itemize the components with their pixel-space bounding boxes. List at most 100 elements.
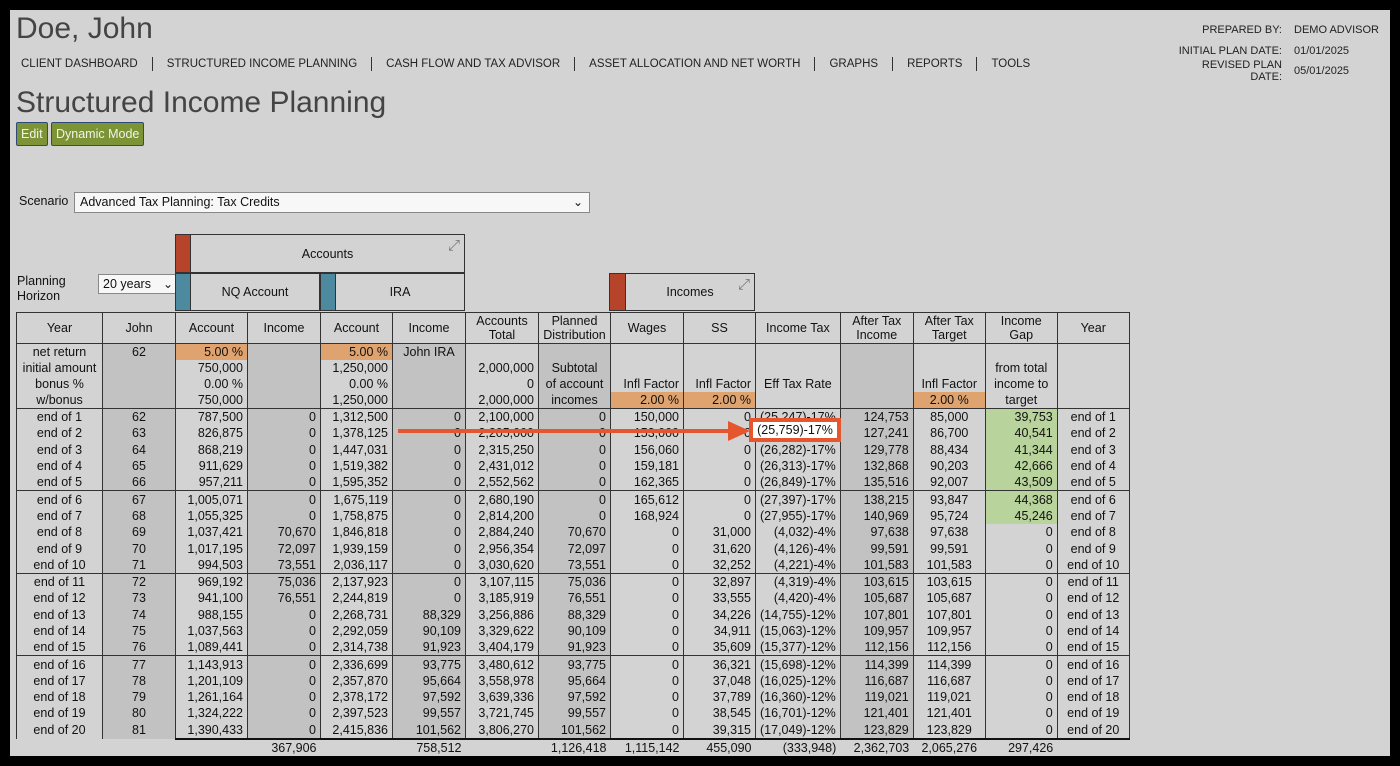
cell-income-tax: (15,698)-12% — [755, 655, 841, 673]
cell-year: end of 13 — [16, 606, 103, 623]
cell-ira-income: 0 — [392, 572, 466, 591]
cell-wages: 0 — [610, 639, 684, 656]
param-cell-ira-account: 0.00 % — [320, 376, 393, 392]
cell-income-tax: (16,701)-12% — [755, 705, 841, 722]
scenario-select[interactable]: Advanced Tax Planning: Tax Credits ⌄ — [74, 192, 590, 213]
horizon-label-line1: Planning — [17, 274, 66, 288]
compress-icon[interactable]: ⤢ — [447, 237, 460, 254]
cell-income-tax: (4,420)-4% — [755, 590, 841, 607]
nav-tools[interactable]: TOOLS — [991, 58, 1031, 70]
cell-ira-account: 2,415,836 — [320, 721, 393, 739]
cell-john: 65 — [102, 457, 176, 475]
nq-account-header: NQ Account — [190, 273, 320, 311]
column-header-planned-distribution: Planned Distribution — [538, 312, 611, 344]
cell-year-right: end of 15 — [1056, 639, 1130, 656]
ira-color-swatch — [320, 273, 336, 311]
cell-john: 80 — [102, 705, 176, 722]
nav-reports[interactable]: REPORTS — [907, 58, 963, 70]
cell-nq-income: 0 — [247, 474, 321, 491]
nav-graphs[interactable]: GRAPHS — [829, 58, 879, 70]
horizon-label-line2: Horizon — [17, 288, 61, 303]
cell-after-tax-target: 90,203 — [912, 457, 986, 475]
cell-ss: 0 — [683, 507, 756, 525]
cell-nq-income: 0 — [247, 408, 321, 426]
nav-cash-flow-tax-advisor[interactable]: CASH FLOW AND TAX ADVISOR — [386, 58, 561, 70]
cell-john: 71 — [102, 556, 176, 574]
cell-ira-income: 0 — [392, 474, 466, 491]
param-cell-after-tax-income — [839, 392, 914, 409]
cell-income-gap: 0 — [984, 639, 1058, 656]
table-row: end of 14 75 1,037,563 0 2,292,059 90,109 3,32… — [16, 622, 1130, 640]
cell-nq-income: 0 — [247, 441, 321, 458]
table-row: end of 11 72 969,192 75,036 2,137,923 0 3,107,… — [16, 572, 1130, 591]
param-row: initial amount 750,000 1,250,000 2,000,000 S… — [16, 360, 1130, 376]
nav-client-dashboard[interactable]: CLIENT DASHBOARD — [21, 58, 138, 70]
total-after-tax-income: 2,362,703 — [840, 737, 914, 756]
chevron-down-icon: ⌄ — [162, 277, 173, 291]
revised-plan-date-label: REVISED PLAN DATE: — [1201, 59, 1282, 84]
cell-accounts-total: 2,100,000 — [465, 408, 539, 426]
param-cell-nq-income — [247, 360, 321, 376]
cell-ss: 35,609 — [683, 639, 756, 656]
cell-year: end of 2 — [16, 425, 103, 442]
cell-wages: 0 — [610, 572, 684, 591]
cell-nq-income: 0 — [247, 672, 321, 690]
param-cell-accounts-total: 0 — [465, 376, 539, 392]
cell-income-gap: 40,541 — [984, 425, 1058, 442]
cell-income-gap: 0 — [984, 689, 1058, 706]
cell-planned-distribution: 0 — [538, 457, 611, 475]
scenario-value: Advanced Tax Planning: Tax Credits — [80, 195, 280, 209]
total-after-tax-target: 2,065,276 — [913, 737, 986, 756]
client-name: Doe, John — [16, 12, 153, 45]
cell-year-right: end of 9 — [1056, 540, 1130, 557]
planning-horizon-select[interactable]: 20 years ⌄ — [98, 274, 179, 294]
nav-structured-income-planning[interactable]: STRUCTURED INCOME PLANNING — [166, 58, 358, 70]
cell-ira-income: 0 — [392, 408, 466, 426]
cell-income-gap: 0 — [984, 622, 1058, 640]
cell-accounts-total: 3,480,612 — [465, 655, 539, 673]
cell-nq-income: 72,097 — [247, 540, 321, 557]
edit-button[interactable]: Edit — [16, 122, 48, 146]
cell-income-tax: (4,126)-4% — [755, 540, 841, 557]
cell-year: end of 16 — [16, 655, 103, 673]
total-income-tax: (333,948) — [755, 737, 841, 756]
param-cell-income-gap — [984, 343, 1058, 360]
accounts-color-swatch — [175, 234, 191, 273]
cell-year-right: end of 7 — [1056, 507, 1130, 525]
cell-planned-distribution: 76,551 — [538, 590, 611, 607]
table-row: end of 17 78 1,201,109 0 2,357,870 95,664 3,55… — [16, 672, 1130, 690]
cell-year-right: end of 14 — [1056, 622, 1130, 640]
column-header-income-gap: Income Gap — [984, 312, 1058, 344]
cell-nq-account: 994,503 — [175, 556, 248, 574]
total-year-right — [1057, 737, 1130, 756]
cell-after-tax-target: 121,401 — [912, 705, 986, 722]
cell-income-tax: (14,755)-12% — [755, 606, 841, 623]
cell-after-tax-target: 109,957 — [912, 622, 986, 640]
column-header-after-tax-income: After Tax Income — [839, 312, 914, 344]
table-row: end of 7 68 1,055,325 0 1,758,875 0 2,814,200 0… — [16, 507, 1130, 525]
cell-accounts-total: 3,639,336 — [465, 689, 539, 706]
nav-asset-allocation-net-worth[interactable]: ASSET ALLOCATION AND NET WORTH — [589, 58, 801, 70]
prepared-by-label: PREPARED BY: — [1202, 24, 1282, 37]
cell-income-tax: (26,313)-17% — [755, 457, 841, 475]
cell-ss: 38,545 — [683, 705, 756, 722]
cell-ira-income: 88,329 — [392, 606, 466, 623]
cell-nq-income: 0 — [247, 622, 321, 640]
cell-income-gap: 0 — [984, 705, 1058, 722]
cell-income-tax: (15,063)-12% — [755, 622, 841, 640]
cell-planned-distribution: 72,097 — [538, 540, 611, 557]
total-year — [17, 739, 103, 756]
param-cell-planned-distribution: Subtotal — [538, 360, 611, 376]
column-header-nq-income: Income — [247, 312, 321, 344]
dynamic-mode-button[interactable]: Dynamic Mode — [51, 122, 145, 146]
param-cell-income-tax — [755, 392, 841, 409]
cell-ss: 36,321 — [683, 655, 756, 673]
cell-wages: 168,924 — [610, 507, 684, 525]
cell-accounts-total: 3,806,270 — [465, 721, 539, 739]
cell-nq-income: 0 — [247, 606, 321, 623]
param-cell-ira-income: John IRA — [392, 343, 466, 360]
compress-icon[interactable]: ⤢ — [737, 276, 750, 293]
param-cell-planned-distribution — [538, 343, 611, 360]
cell-accounts-total: 2,884,240 — [465, 524, 539, 541]
cell-income-gap: 44,368 — [984, 490, 1058, 508]
